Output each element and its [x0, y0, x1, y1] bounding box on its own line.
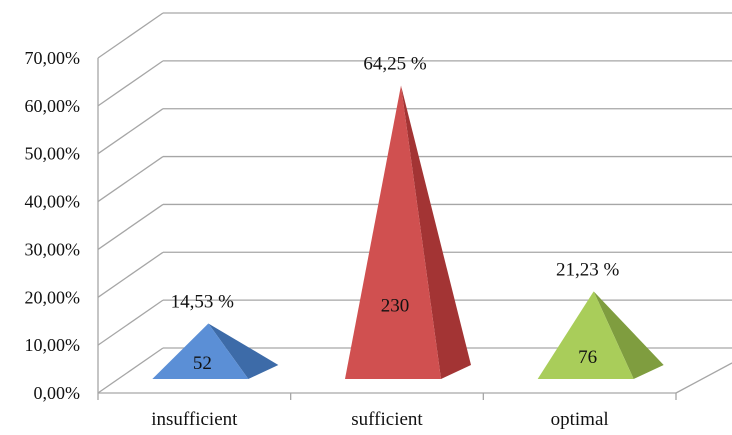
category-label: insufficient — [151, 409, 238, 430]
y-axis-ticks: 0,00% 10,00% 20,00% 30,00% 40,00% 50,00% 60,00… — [25, 48, 81, 403]
gridline-diagonal — [97, 251, 164, 298]
y-tick-label: 50,00% — [25, 144, 81, 164]
y-tick-label: 0,00% — [34, 383, 81, 403]
gridline-diagonal — [97, 299, 164, 346]
gridline-diagonal — [97, 12, 164, 59]
pyramid-side-face — [401, 85, 471, 380]
pyramids — [152, 85, 664, 380]
category-label: sufficient — [351, 409, 423, 430]
percent-label: 64,25 % — [363, 54, 427, 75]
category-labels: insufficient sufficient optimal — [151, 409, 608, 430]
y-tick-label: 30,00% — [25, 239, 81, 259]
count-label: 230 — [381, 296, 410, 317]
count-label: 52 — [193, 353, 212, 374]
pyramid-side-face — [593, 291, 664, 379]
value-labels: 14,53 % 52 64,25 % 230 21,23 % 76 — [171, 54, 620, 374]
pyramid-front-face — [537, 291, 634, 379]
pyramid-front-face — [345, 85, 441, 380]
percent-label: 14,53 % — [171, 291, 235, 312]
gridline-diagonal — [97, 108, 164, 155]
y-tick-label: 10,00% — [25, 335, 81, 355]
gridline-diagonal — [97, 347, 164, 394]
y-tick-label: 70,00% — [25, 48, 81, 68]
y-tick-label: 20,00% — [25, 287, 81, 307]
percent-label: 21,23 % — [556, 259, 620, 280]
pyramid-front-face — [152, 323, 249, 379]
category-label: optimal — [551, 409, 609, 430]
gridline-diagonal — [97, 156, 164, 203]
gridline-diagonal — [97, 60, 164, 107]
floor-edge-line — [675, 362, 732, 394]
count-label: 76 — [578, 347, 597, 368]
pyramid-side-face — [208, 323, 279, 379]
y-tick-label: 60,00% — [25, 96, 81, 116]
y-tick-label: 40,00% — [25, 192, 81, 212]
gridline-diagonal — [97, 203, 164, 250]
grid — [97, 12, 732, 400]
